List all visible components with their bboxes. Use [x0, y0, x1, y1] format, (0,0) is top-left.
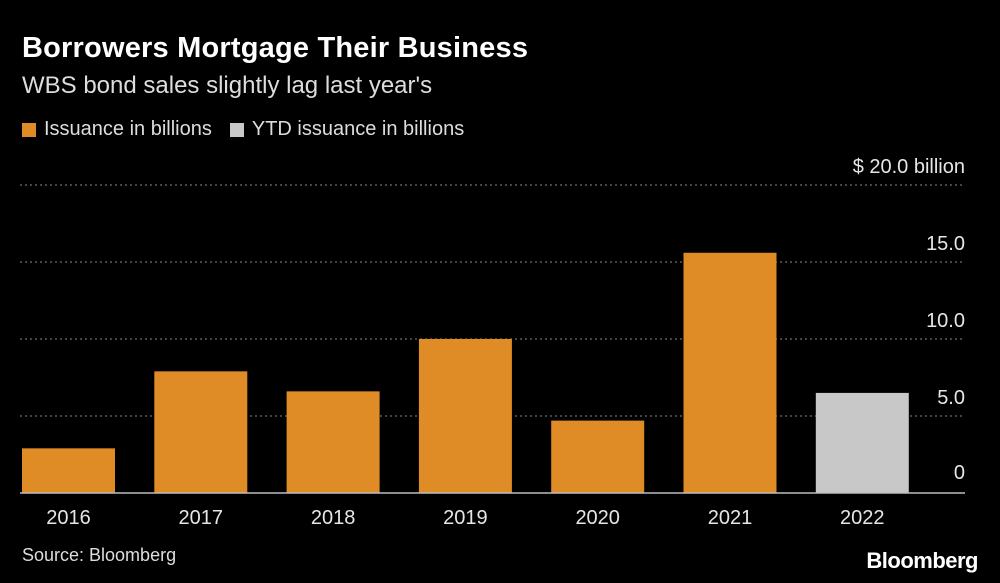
y-tick-label-20: $ 20.0 billion — [853, 156, 965, 178]
y-tick-label-15: 15.0 — [926, 233, 965, 255]
x-tick-label-2020: 2020 — [575, 507, 620, 529]
legend: Issuance in billions YTD issuance in bil… — [22, 118, 482, 141]
y-tick-label-5: 5.0 — [937, 387, 965, 409]
bloomberg-logo: Bloomberg — [866, 548, 978, 573]
chart-title: Borrowers Mortgage Their Business — [22, 32, 529, 64]
legend-swatch-issuance — [22, 122, 36, 137]
bar-2018 — [286, 391, 380, 493]
source-note: Source: Bloomberg — [22, 545, 177, 565]
legend-label-issuance: Issuance in billions — [44, 118, 212, 140]
x-tick-label-2022: 2022 — [840, 507, 885, 529]
x-tick-label-2016: 2016 — [46, 507, 91, 529]
x-tick-label-2019: 2019 — [443, 507, 488, 529]
bar-2017 — [154, 371, 248, 493]
x-tick-label-2017: 2017 — [179, 507, 224, 529]
bar-2016 — [22, 448, 115, 493]
legend-item-issuance: Issuance in billions — [22, 118, 212, 141]
bar-2020 — [551, 420, 645, 493]
bar-2019 — [418, 339, 512, 493]
legend-label-ytd: YTD issuance in billions — [251, 118, 465, 140]
y-tick-label-10: 10.0 — [926, 310, 965, 332]
legend-swatch-ytd — [229, 122, 244, 137]
x-tick-label-2021: 2021 — [708, 507, 753, 529]
y-tick-label-0: 0 — [954, 462, 965, 484]
bar-2022 — [815, 392, 909, 493]
legend-item-ytd: YTD issuance in billions — [229, 118, 465, 141]
x-tick-label-2018: 2018 — [311, 507, 356, 529]
chart-subtitle: WBS bond sales slightly lag last year's — [22, 72, 433, 99]
bar-2021 — [683, 252, 777, 493]
